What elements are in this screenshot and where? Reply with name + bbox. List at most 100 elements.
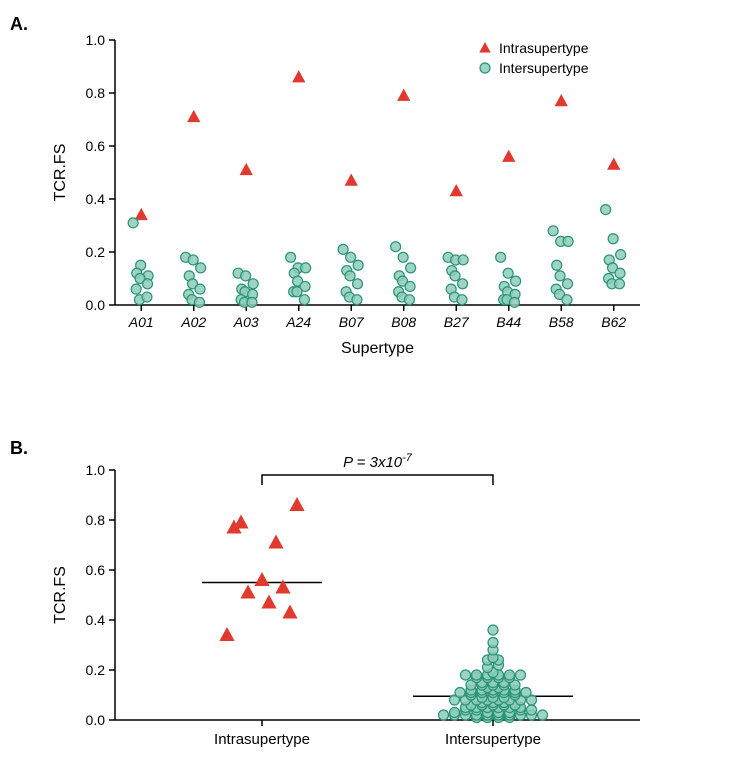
- inter-point: [188, 255, 198, 265]
- inter-point: [292, 287, 302, 297]
- inter-point: [601, 205, 611, 215]
- svg-text:Intersupertype: Intersupertype: [445, 731, 541, 748]
- intra-point: [261, 595, 276, 609]
- intra-point: [607, 158, 620, 170]
- inter-point: [248, 279, 258, 289]
- inter-point: [562, 295, 572, 305]
- inter-point: [458, 255, 468, 265]
- inter-point: [457, 295, 467, 305]
- intra-point: [268, 535, 283, 549]
- svg-text:B58: B58: [549, 314, 574, 330]
- inter-point: [286, 252, 296, 262]
- svg-text:B08: B08: [391, 314, 416, 330]
- intra-point: [135, 208, 148, 220]
- inter-point: [505, 670, 515, 680]
- svg-text:0.4: 0.4: [86, 191, 106, 207]
- inter-point: [527, 705, 537, 715]
- svg-text:1.0: 1.0: [86, 32, 106, 48]
- inter-point: [563, 279, 573, 289]
- inter-point: [404, 295, 414, 305]
- inter-point: [615, 268, 625, 278]
- svg-text:0.2: 0.2: [86, 662, 106, 678]
- svg-text:0.2: 0.2: [86, 244, 106, 260]
- inter-point: [196, 263, 206, 273]
- inter-point: [455, 688, 465, 698]
- svg-text:0.6: 0.6: [86, 562, 106, 578]
- intra-point: [555, 94, 568, 106]
- inter-point: [352, 295, 362, 305]
- inter-point: [608, 234, 618, 244]
- inter-point: [195, 284, 205, 294]
- inter-point: [131, 284, 141, 294]
- inter-point: [450, 271, 460, 281]
- inter-point: [521, 688, 531, 698]
- svg-text:A24: A24: [285, 314, 311, 330]
- intra-point: [254, 572, 269, 586]
- inter-point: [241, 271, 251, 281]
- inter-point: [398, 252, 408, 262]
- svg-text:B27: B27: [444, 314, 470, 330]
- intra-point: [240, 163, 253, 175]
- inter-point: [301, 263, 311, 273]
- svg-text:B07: B07: [339, 314, 365, 330]
- intra-point: [292, 70, 305, 82]
- panel-a-plot: 0.00.20.40.60.81.0A01A02A03A24B07B08B27B…: [0, 0, 734, 370]
- inter-point: [143, 279, 153, 289]
- inter-point: [194, 297, 204, 307]
- inter-point: [391, 242, 401, 252]
- inter-point: [488, 625, 498, 635]
- svg-text:0.8: 0.8: [86, 85, 106, 101]
- svg-text:Supertype: Supertype: [341, 340, 414, 357]
- intra-point: [275, 580, 290, 594]
- svg-text:B44: B44: [496, 314, 521, 330]
- inter-point: [472, 670, 482, 680]
- svg-text:0.8: 0.8: [86, 512, 106, 528]
- inter-point: [128, 218, 138, 228]
- inter-point: [555, 271, 565, 281]
- svg-text:TCR.FS: TCR.FS: [52, 566, 69, 624]
- inter-point: [353, 260, 363, 270]
- intra-point: [289, 497, 304, 511]
- svg-text:TCR.FS: TCR.FS: [52, 144, 69, 202]
- svg-text:0.4: 0.4: [86, 612, 106, 628]
- svg-text:0.6: 0.6: [86, 138, 106, 154]
- inter-point: [516, 670, 526, 680]
- svg-text:A03: A03: [233, 314, 259, 330]
- intra-point: [187, 110, 200, 122]
- inter-point: [299, 295, 309, 305]
- inter-point: [538, 710, 548, 720]
- svg-text:B62: B62: [601, 314, 626, 330]
- svg-text:P = 3x10-7: P = 3x10-7: [343, 452, 413, 471]
- inter-point: [511, 276, 521, 286]
- svg-text:0.0: 0.0: [86, 712, 106, 728]
- svg-text:A01: A01: [128, 314, 154, 330]
- inter-point: [563, 236, 573, 246]
- inter-point: [458, 279, 468, 289]
- panel-b-plot: 0.0 0.2 0.4 0.6 0.8 1.0 TCR.FS Intrasupertype In…: [0, 424, 734, 774]
- inter-point: [461, 670, 471, 680]
- inter-point: [503, 268, 513, 278]
- inter-point: [548, 226, 558, 236]
- inter-point: [142, 292, 152, 302]
- svg-text:0.0: 0.0: [86, 297, 106, 313]
- intra-point: [502, 150, 515, 162]
- intra-point: [397, 89, 410, 101]
- inter-point: [353, 279, 363, 289]
- intra-point: [345, 173, 358, 185]
- inter-point: [616, 250, 626, 260]
- svg-text:Intrasupertype: Intrasupertype: [499, 40, 589, 56]
- inter-point: [439, 710, 449, 720]
- inter-point: [405, 281, 415, 291]
- intra-point: [240, 585, 255, 599]
- inter-point: [247, 297, 257, 307]
- inter-point: [406, 263, 416, 273]
- intra-point: [219, 627, 234, 641]
- inter-point: [496, 252, 506, 262]
- intra-point: [450, 184, 463, 196]
- inter-point: [345, 271, 355, 281]
- svg-text:1.0: 1.0: [86, 462, 106, 478]
- inter-point: [450, 708, 460, 718]
- inter-point: [552, 260, 562, 270]
- svg-text:Intrasupertype: Intrasupertype: [214, 731, 310, 748]
- inter-point: [509, 297, 519, 307]
